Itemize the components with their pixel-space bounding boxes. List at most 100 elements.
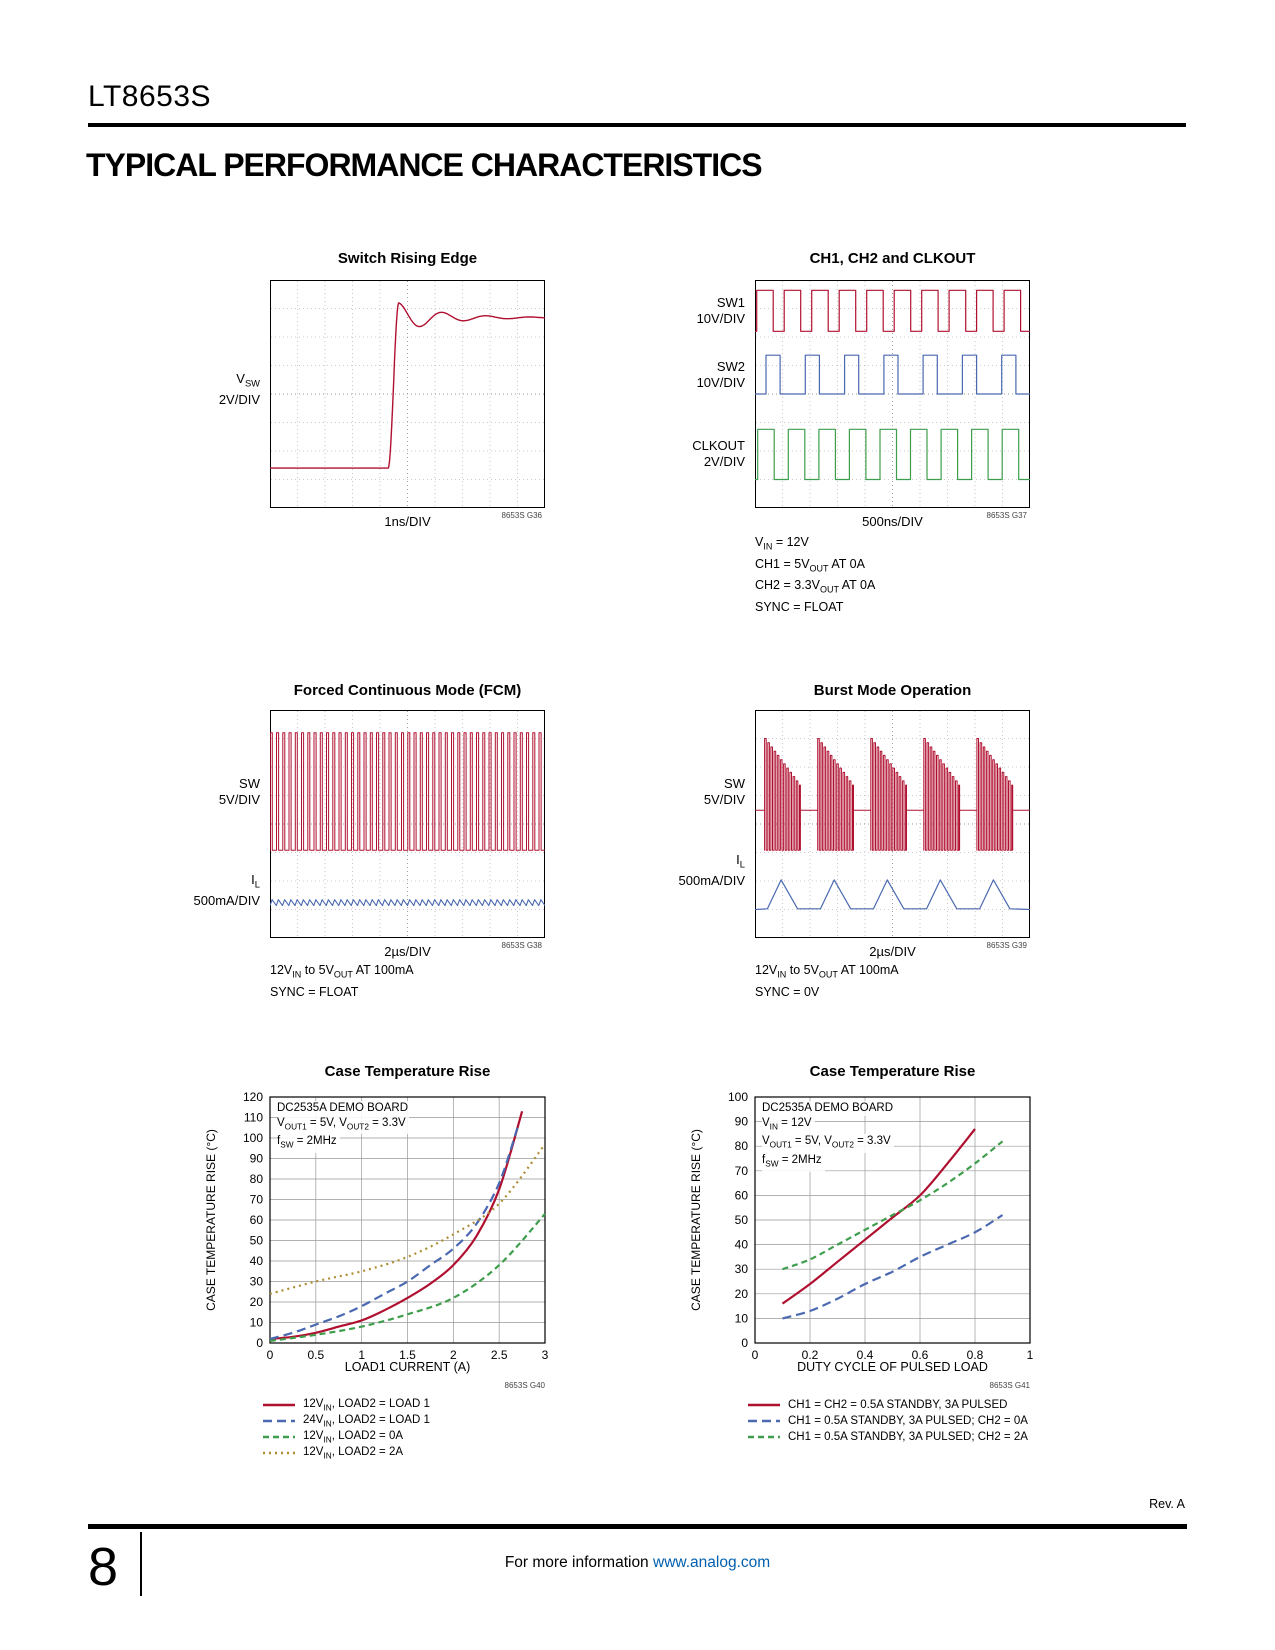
svg-text:60: 60 <box>250 1213 264 1227</box>
chart-xlabel: DUTY CYCLE OF PULSED LOAD <box>797 1360 988 1374</box>
chart-annotation: DC2535A DEMO BOARD VIN = 12V VOUT1 = 5V,… <box>762 1101 897 1172</box>
svg-text:10: 10 <box>250 1316 264 1330</box>
svg-text:90: 90 <box>735 1115 749 1129</box>
scope-ylabel: SW1 <box>716 295 745 310</box>
svg-text:70: 70 <box>250 1193 264 1207</box>
svg-text:40: 40 <box>250 1254 264 1268</box>
svg-text:1: 1 <box>1027 1348 1034 1362</box>
figure-notes: 12VIN to 5VOUT AT 100mA SYNC = 0V <box>755 962 899 1001</box>
scope-ylabel-block: SW1 10V/DIV <box>657 295 745 327</box>
legend-label: 12VIN, LOAD2 = 2A <box>303 1445 404 1461</box>
legend-line-sample <box>748 1403 780 1407</box>
legend-label: 12VIN, LOAD2 = 0A <box>303 1429 404 1445</box>
annotation-line: VOUT1 = 5V, VOUT2 = 3.3V <box>762 1134 894 1154</box>
legend-label: 24VIN, LOAD2 = LOAD 1 <box>303 1413 430 1429</box>
chart-ylabel: CASE TEMPERATURE RISE (°C) <box>204 1129 218 1311</box>
note-line: CH1 = 5VOUT AT 0A <box>755 556 865 574</box>
annotation-line: fSW = 2MHz <box>277 1134 340 1154</box>
figure-code: 8653S G41 <box>989 1381 1030 1390</box>
svg-text:50: 50 <box>250 1234 264 1248</box>
scope-xlabel: 500ns/DIV <box>862 514 923 529</box>
scope-ylabel: VSW <box>236 371 260 389</box>
scope-ylabel-block: IL 500mA/DIV <box>657 852 745 889</box>
scope-ylabel: 500mA/DIV <box>193 892 260 908</box>
svg-text:0: 0 <box>741 1336 748 1350</box>
legend-label: CH1 = CH2 = 0.5A STANDBY, 3A PULSED <box>788 1399 1008 1411</box>
svg-text:2.5: 2.5 <box>491 1348 508 1362</box>
annotation-line: VOUT1 = 5V, VOUT2 = 3.3V <box>277 1115 409 1135</box>
figure-title: Forced Continuous Mode (FCM) <box>293 682 522 699</box>
note-line: 12VIN to 5VOUT AT 100mA <box>755 963 899 980</box>
note-line: CH2 = 3.3VOUT AT 0A <box>755 578 876 595</box>
legend-item: 24VIN, LOAD2 = LOAD 1 <box>262 1413 430 1429</box>
note-line: 12VIN to 5VOUT AT 100mA <box>270 963 414 980</box>
footer-divider <box>140 1532 142 1596</box>
footer-link[interactable]: www.analog.com <box>653 1554 771 1571</box>
legend-item: 12VIN, LOAD2 = 2A <box>262 1445 430 1461</box>
footer-bar <box>88 1524 1187 1529</box>
legend-line-sample <box>263 1403 295 1407</box>
part-number: LT8653S <box>88 80 212 113</box>
svg-text:30: 30 <box>735 1262 749 1276</box>
svg-text:0: 0 <box>256 1336 263 1350</box>
annotation-line: VIN = 12V <box>762 1115 815 1135</box>
svg-text:40: 40 <box>735 1238 749 1252</box>
footer-text: For more information www.analog.com <box>0 1554 1275 1572</box>
note-line: SYNC = FLOAT <box>270 984 359 999</box>
scope-ylabel: 500mA/DIV <box>678 872 745 888</box>
figure-code: 8653S G40 <box>504 1381 545 1390</box>
svg-text:80: 80 <box>735 1139 749 1153</box>
svg-text:1.5: 1.5 <box>399 1348 416 1362</box>
scope-ylabel-block: SW 5V/DIV <box>172 776 260 808</box>
scope-plot-g37 <box>755 280 1030 508</box>
legend-label: 12VIN, LOAD2 = LOAD 1 <box>303 1397 430 1413</box>
svg-text:20: 20 <box>735 1287 749 1301</box>
svg-text:0.5: 0.5 <box>307 1348 324 1362</box>
scope-plot-g36 <box>270 280 545 508</box>
figure-title: Burst Mode Operation <box>813 682 972 699</box>
chart-ylabel: CASE TEMPERATURE RISE (°C) <box>689 1129 703 1311</box>
chart-plot-g40: 0 0.5 1 1.5 2 2.5 3010203040506070809010011012… <box>243 1090 549 1362</box>
scope-ylabel-block: VSW 2V/DIV <box>172 371 260 408</box>
svg-text:10: 10 <box>735 1311 749 1325</box>
annotation-line: DC2535A DEMO BOARD <box>762 1101 897 1116</box>
scope-plot-g38 <box>270 710 545 938</box>
chart-legend-g40: 12VIN, LOAD2 = LOAD 1 24VIN, LOAD2 = LOA… <box>262 1397 430 1461</box>
svg-text:120: 120 <box>243 1090 263 1104</box>
svg-text:80: 80 <box>250 1172 264 1186</box>
svg-text:0.6: 0.6 <box>912 1348 929 1362</box>
svg-text:0: 0 <box>267 1348 274 1362</box>
svg-text:30: 30 <box>250 1275 264 1289</box>
legend-line-sample <box>748 1419 780 1423</box>
note-line: SYNC = FLOAT <box>755 599 844 614</box>
scope-ylabel: 5V/DIV <box>703 792 745 807</box>
scope-ylabel: IL <box>251 872 260 890</box>
header-rule <box>88 123 1186 127</box>
figure-title: CH1, CH2 and CLKOUT <box>809 250 976 267</box>
svg-text:60: 60 <box>735 1188 749 1202</box>
legend-line-sample <box>748 1435 780 1439</box>
chart-legend-g41: CH1 = CH2 = 0.5A STANDBY, 3A PULSED CH1 … <box>747 1397 1028 1445</box>
footer-pre-text: For more information <box>504 1554 653 1571</box>
figure-code: 8653S G37 <box>986 511 1027 520</box>
svg-text:70: 70 <box>735 1164 749 1178</box>
svg-text:2: 2 <box>450 1348 457 1362</box>
figure-code: 8653S G39 <box>986 941 1027 950</box>
legend-item: 12VIN, LOAD2 = 0A <box>262 1429 430 1445</box>
legend-line-sample <box>263 1419 295 1423</box>
figure-notes: 12VIN to 5VOUT AT 100mA SYNC = FLOAT <box>270 962 414 1001</box>
svg-text:100: 100 <box>243 1131 263 1145</box>
page-number: 8 <box>88 1537 119 1597</box>
svg-text:0.2: 0.2 <box>802 1348 819 1362</box>
figure-code: 8653S G38 <box>501 941 542 950</box>
scope-ylabel-block: CLKOUT 2V/DIV <box>657 438 745 470</box>
figure-notes: VIN = 12V CH1 = 5VOUT AT 0A CH2 = 3.3VOU… <box>755 534 875 616</box>
svg-text:3: 3 <box>542 1348 549 1362</box>
legend-item: 12VIN, LOAD2 = LOAD 1 <box>262 1397 430 1413</box>
figure-title: Switch Rising Edge <box>337 250 478 267</box>
scope-ylabel: 2V/DIV <box>703 454 745 469</box>
scope-xlabel: 2µs/DIV <box>384 944 431 959</box>
chart-title: Case Temperature Rise <box>809 1063 976 1080</box>
scope-ylabel: 2V/DIV <box>218 391 260 407</box>
